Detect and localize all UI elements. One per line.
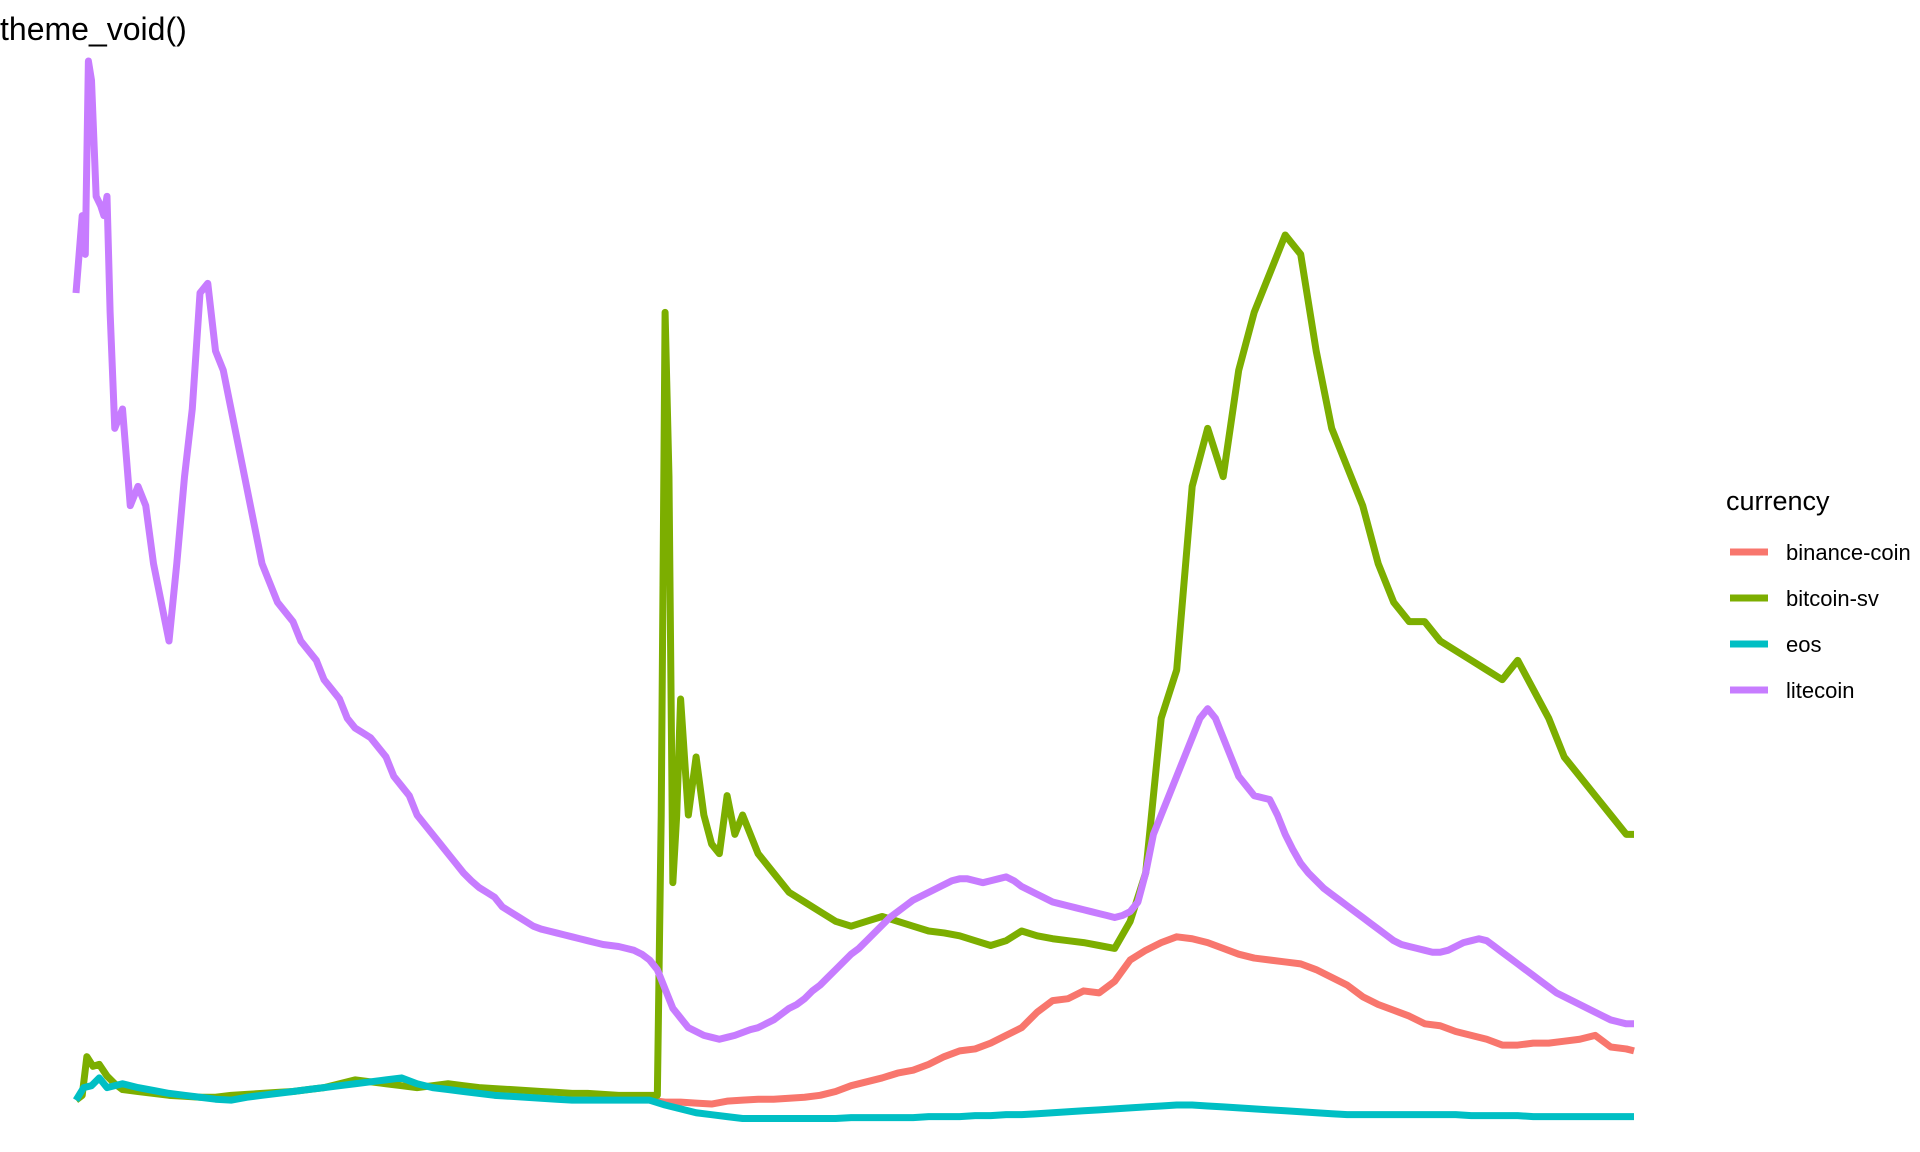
legend: currency binance-coin bitcoin-sv eos liteco…: [1726, 486, 1911, 703]
series-line-eos: [73, 1074, 1634, 1123]
chart-title: theme_void(): [0, 11, 187, 47]
legend-label-litecoin: litecoin: [1786, 678, 1854, 703]
legend-items: binance-coin bitcoin-sv eos litecoin: [1730, 540, 1911, 703]
series-layer: [72, 57, 1635, 1123]
legend-title: currency: [1726, 486, 1830, 516]
series-line-litecoin: [72, 57, 1634, 1043]
legend-label-bitcoin-sv: bitcoin-sv: [1786, 586, 1879, 611]
series-line-bitcoin-sv: [73, 231, 1634, 1103]
legend-label-binance-coin: binance-coin: [1786, 540, 1911, 565]
series-line-binance-coin: [649, 933, 1635, 1108]
legend-label-eos: eos: [1786, 632, 1821, 657]
